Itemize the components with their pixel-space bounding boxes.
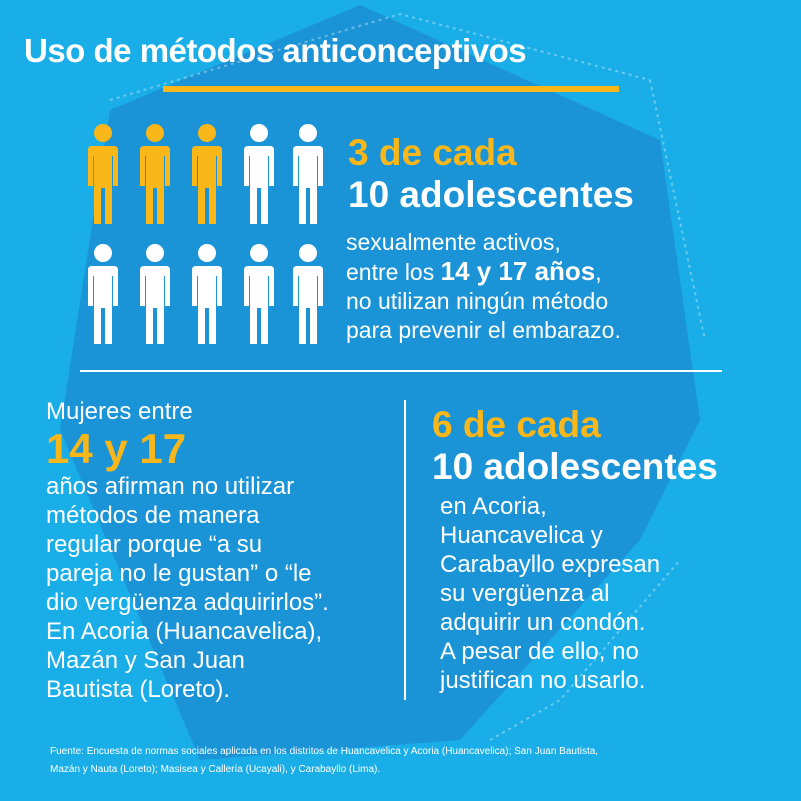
person-icon — [88, 124, 118, 224]
stat1-body-line3: no utilizan ningún método — [346, 288, 609, 314]
stat1-line1: 3 de cada — [348, 132, 517, 173]
horizontal-divider — [80, 370, 722, 372]
stat1-body-line4: para prevenir el embarazo. — [346, 317, 621, 343]
stat1-body-line2: entre los 14 y 17 años, — [346, 257, 621, 287]
source-footnote: Fuente: Encuesta de normas sociales apli… — [50, 746, 599, 775]
stat1-description: sexualmente activos, entre los 14 y 17 a… — [346, 228, 621, 345]
stat1-age-range: 14 y 17 años — [440, 256, 596, 286]
right-body: en Acoria, Huancavelica y Carabayllo exp… — [440, 493, 661, 694]
vertical-divider — [404, 400, 406, 700]
page-title: Uso de métodos anticonceptivos — [24, 32, 527, 69]
person-icon — [293, 244, 323, 344]
women-stat-block: Mujeres entre 14 y 17 años afirman no ut… — [46, 398, 329, 704]
stat1-body-line2-post: , — [595, 259, 602, 285]
left-age-range: 14 y 17 — [46, 425, 187, 472]
person-icon — [192, 244, 222, 344]
stat1-body-line2-pre: entre los — [346, 259, 441, 285]
stat-3-of-10: 3 de cada 10 adolescentes — [348, 132, 634, 216]
left-body: años afirman no utilizar métodos de mane… — [46, 473, 329, 703]
person-icon — [244, 244, 274, 344]
person-icon — [293, 124, 323, 224]
stat2-line1: 6 de cada — [432, 404, 601, 445]
person-icon — [192, 124, 222, 224]
person-icon — [88, 244, 118, 344]
title-underline — [163, 86, 619, 92]
stat2-line2: 10 adolescentes — [432, 446, 718, 487]
stat1-line2: 10 adolescentes — [348, 174, 634, 215]
stat1-body-line1: sexualmente activos, — [346, 229, 561, 255]
person-icon — [244, 124, 274, 224]
left-intro: Mujeres entre — [46, 398, 193, 425]
person-icon — [140, 124, 170, 224]
person-icon — [140, 244, 170, 344]
stat-6-of-10: 6 de cada 10 adolescentes — [432, 404, 718, 488]
